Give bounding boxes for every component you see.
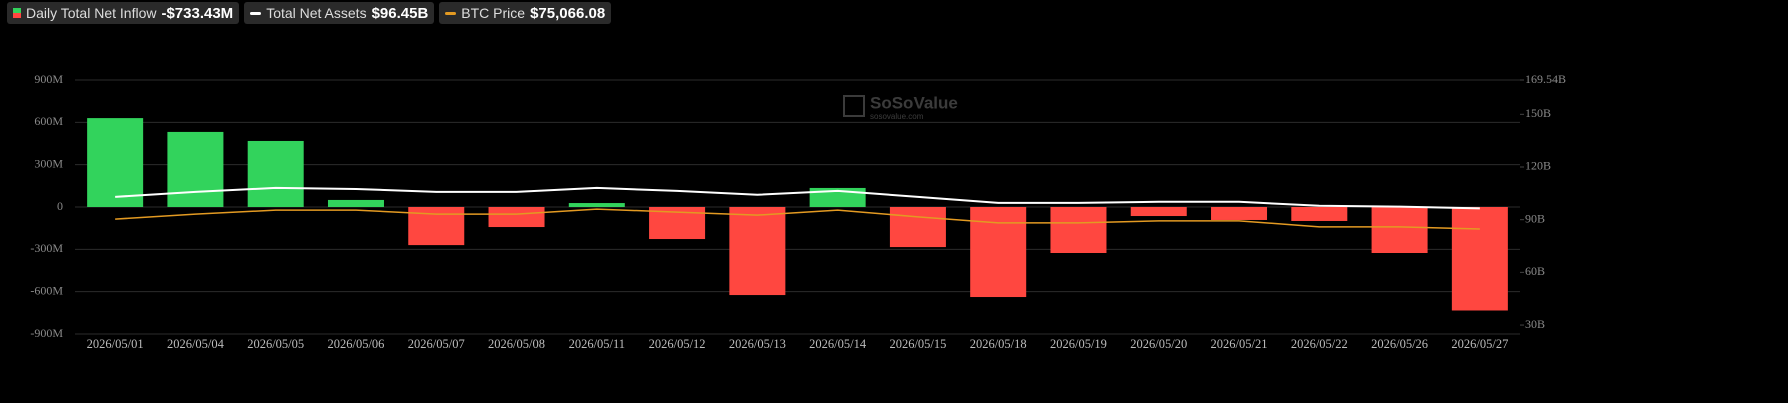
bar xyxy=(247,140,304,207)
legend-label: Daily Total Net Inflow xyxy=(26,5,157,21)
bar xyxy=(1130,207,1187,217)
x-tick-label: 2026/05/20 xyxy=(1130,337,1187,351)
bar xyxy=(970,207,1027,298)
y2-tick-label: 150B xyxy=(1525,106,1551,120)
x-tick-label: 2026/05/11 xyxy=(569,337,625,351)
y-tick-label: 600M xyxy=(34,114,63,128)
x-tick-label: 2026/05/14 xyxy=(809,337,867,351)
bar xyxy=(167,131,224,207)
legend-icon xyxy=(13,8,21,18)
y-tick-label: 900M xyxy=(34,72,63,86)
x-tick-label: 2026/05/12 xyxy=(649,337,706,351)
watermark: SoSoValue sosovalue.com xyxy=(843,93,958,121)
legend-icon xyxy=(250,11,262,15)
bar xyxy=(1451,207,1508,311)
watermark-name: SoSoValue xyxy=(870,93,958,112)
legend-value: $75,066.08 xyxy=(530,4,606,22)
line xyxy=(115,208,1480,230)
legend-value: -$733.43M xyxy=(161,4,234,22)
x-tick-label: 2026/05/22 xyxy=(1291,337,1348,351)
x-tick-label: 2026/05/08 xyxy=(488,337,545,351)
legend: Daily Total Net Inflow -$733.43M Total Net… xyxy=(7,2,612,24)
bar xyxy=(488,207,545,228)
x-tick-label: 2026/05/05 xyxy=(247,337,304,351)
y-tick-label: -900M xyxy=(30,326,63,340)
x-tick-label: 2026/05/07 xyxy=(408,337,465,351)
y2-tick-label: 169.54B xyxy=(1525,72,1566,86)
bar xyxy=(729,207,786,296)
y2-tick-label: 120B xyxy=(1525,159,1551,173)
watermark-logo xyxy=(843,95,865,117)
legend-label: Total Net Assets xyxy=(266,5,367,21)
bar xyxy=(1211,207,1268,220)
x-tick-label: 2026/05/01 xyxy=(87,337,144,351)
bar xyxy=(1050,207,1107,254)
x-tick-label: 2026/05/21 xyxy=(1211,337,1268,351)
y2-tick-label: 90B xyxy=(1525,211,1545,225)
y-tick-label: -300M xyxy=(30,241,63,255)
y-tick-label: -600M xyxy=(30,283,63,297)
x-tick-label: 2026/05/27 xyxy=(1451,337,1508,351)
x-tick-label: 2026/05/13 xyxy=(729,337,786,351)
x-tick-label: 2026/05/15 xyxy=(889,337,946,351)
line xyxy=(115,186,1480,210)
bar xyxy=(87,118,144,207)
x-tick-label: 2026/05/26 xyxy=(1371,337,1428,351)
legend-item: BTC Price $75,066.08 xyxy=(439,2,612,24)
bar xyxy=(1371,207,1428,254)
bar xyxy=(327,199,384,207)
legend-icon xyxy=(445,11,457,15)
y2-tick-label: 60B xyxy=(1525,264,1545,278)
bar xyxy=(1291,207,1348,221)
legend-item: Total Net Assets $96.45B xyxy=(244,2,435,24)
bar xyxy=(889,207,946,248)
x-tick-label: 2026/05/19 xyxy=(1050,337,1107,351)
legend-label: BTC Price xyxy=(461,5,526,21)
legend-value: $96.45B xyxy=(371,4,429,22)
legend-item: Daily Total Net Inflow -$733.43M xyxy=(7,2,240,24)
watermark-url: sosovalue.com xyxy=(870,112,924,121)
bar xyxy=(568,203,625,207)
y-tick-label: 0 xyxy=(57,199,63,213)
x-tick-label: 2026/05/04 xyxy=(167,337,225,351)
y2-tick-label: 30B xyxy=(1525,317,1545,331)
y-tick-label: 300M xyxy=(34,156,63,170)
x-tick-label: 2026/05/18 xyxy=(970,337,1027,351)
x-tick-label: 2026/05/06 xyxy=(327,337,384,351)
